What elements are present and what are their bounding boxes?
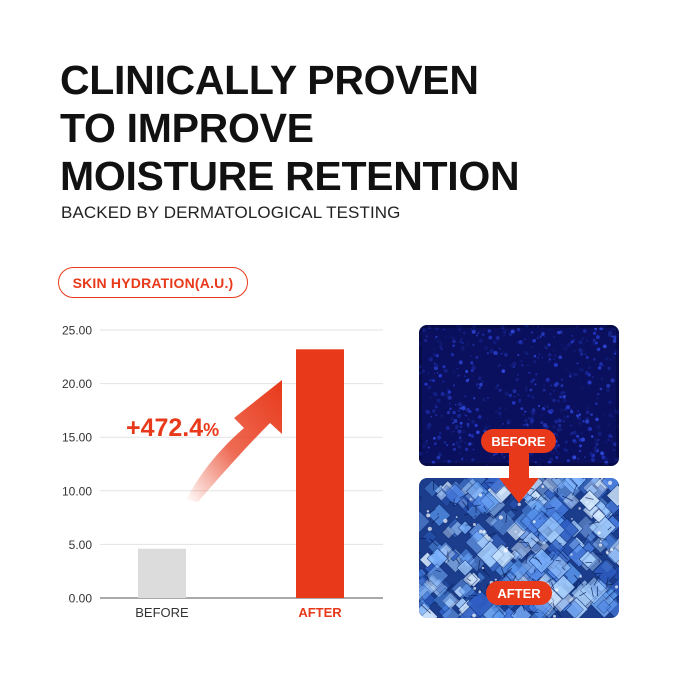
increase-unit: %	[203, 420, 219, 440]
y-tick-label: 5.00	[69, 538, 93, 552]
headline-line-3: MOISTURE RETENTION	[60, 153, 520, 199]
subtitle: BACKED BY DERMATOLOGICAL TESTING	[61, 203, 401, 222]
skin-texture-after	[419, 478, 619, 618]
headline: CLINICALLY PROVEN TO IMPROVE MOISTURE RE…	[60, 56, 660, 200]
bar-before	[138, 548, 186, 598]
bars	[138, 349, 344, 598]
before-image-label: BEFORE	[481, 429, 556, 453]
x-category-label: BEFORE	[135, 605, 189, 620]
y-tick-label: 25.00	[62, 324, 92, 338]
hydration-bar-chart: 0.00 5.00 10.00 15.00 20.00 25.00 BEFORE AFTER…	[62, 324, 383, 620]
increase-annotation: +472.4%	[126, 414, 219, 442]
headline-line-1: CLINICALLY PROVEN	[60, 57, 479, 103]
y-tick-label: 10.00	[62, 484, 92, 498]
after-skin-image	[419, 478, 619, 618]
down-arrow-icon	[499, 452, 539, 503]
metric-pill: SKIN HYDRATION(A.U.)	[58, 267, 248, 298]
y-axis-ticks: 0.00 5.00 10.00 15.00 20.00 25.00	[62, 324, 92, 606]
y-tick-label: 0.00	[69, 592, 93, 606]
bar-after	[296, 349, 344, 598]
x-category-label: AFTER	[298, 605, 342, 620]
x-axis-categories: BEFORE AFTER	[135, 605, 342, 620]
increase-value: +472.4	[126, 414, 203, 442]
after-image-label: AFTER	[486, 581, 552, 605]
headline-line-2: TO IMPROVE	[60, 105, 314, 151]
y-tick-label: 15.00	[62, 431, 92, 445]
skin-texture-before	[419, 325, 619, 466]
y-tick-label: 20.00	[62, 377, 92, 391]
growth-arrow-icon	[186, 380, 282, 502]
